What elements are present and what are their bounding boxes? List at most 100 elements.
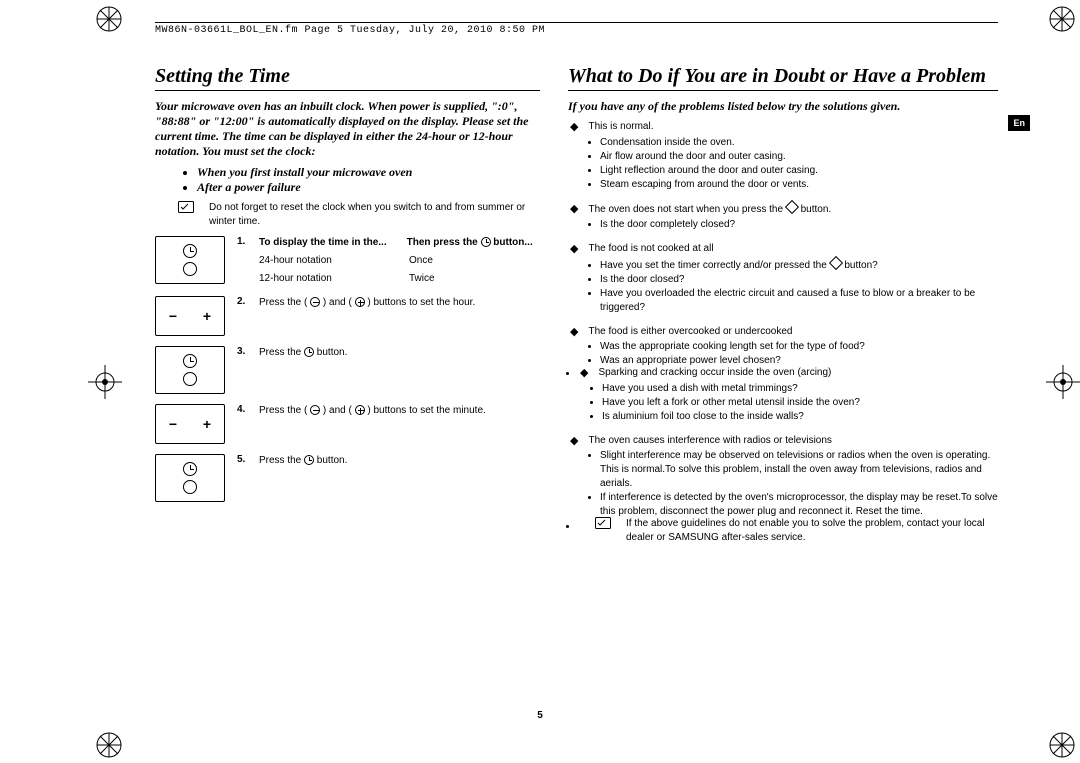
steps: 1. To display the time in the... Then pr… bbox=[155, 236, 540, 502]
ts-heading: Sparking and cracking occur inside the o… bbox=[598, 366, 998, 380]
table-cell: Twice bbox=[409, 272, 435, 286]
step-graphic-clock bbox=[155, 236, 225, 284]
step-number: 4. bbox=[237, 404, 251, 418]
crop-mark-bl bbox=[95, 731, 123, 759]
clock-icon bbox=[481, 237, 491, 247]
table-header: Then press the button... bbox=[407, 236, 533, 250]
note-row: Do not forget to reset the clock when yo… bbox=[177, 201, 540, 228]
diamond-icon: ◆ bbox=[570, 436, 578, 448]
step-4: −+ 4. Press the ( ) and ( ) buttons to s… bbox=[155, 404, 540, 444]
root-bullet: If the above guidelines do not enable yo… bbox=[578, 517, 998, 544]
section-title-troubleshoot: What to Do if You are in Doubt or Have a… bbox=[568, 65, 998, 91]
when-item: When you first install your microwave ov… bbox=[197, 165, 540, 180]
diamond-icon: ◆ bbox=[570, 204, 578, 217]
intro-text: If you have any of the problems listed b… bbox=[568, 99, 998, 114]
ts-item: Condensation inside the oven. bbox=[600, 136, 998, 150]
when-list: When you first install your microwave ov… bbox=[197, 165, 540, 195]
plus-icon: + bbox=[203, 417, 211, 431]
ts-item: Have you left a fork or other metal uten… bbox=[602, 396, 998, 410]
step-number: 2. bbox=[237, 296, 251, 310]
table-header: To display the time in the... bbox=[259, 236, 387, 250]
when-item: After a power failure bbox=[197, 180, 540, 195]
step-graphic-clock bbox=[155, 346, 225, 394]
ts-item: Steam escaping from around the door or v… bbox=[600, 178, 998, 192]
table-cell: 12-hour notation bbox=[259, 272, 379, 286]
step-number: 3. bbox=[237, 346, 251, 360]
table-cell: 24-hour notation bbox=[259, 254, 379, 268]
clock-icon bbox=[304, 347, 314, 357]
clock-icon bbox=[183, 462, 197, 476]
doc-header: MW86N-03661L_BOL_EN.fm Page 5 Tuesday, J… bbox=[155, 22, 998, 36]
note-icon bbox=[177, 201, 195, 228]
right-column: What to Do if You are in Doubt or Have a… bbox=[568, 65, 998, 703]
button-icon bbox=[183, 372, 197, 386]
start-icon bbox=[828, 255, 842, 269]
ts-item: If interference is detected by the oven'… bbox=[600, 491, 998, 519]
section-title-setting-time: Setting the Time bbox=[155, 65, 540, 91]
plus-icon: + bbox=[203, 309, 211, 323]
ts-heading: The food is not cooked at all bbox=[588, 242, 998, 256]
root-bullet: ◆ Sparking and cracking occur inside the … bbox=[578, 366, 998, 424]
final-note: If the above guidelines do not enable yo… bbox=[626, 517, 998, 544]
crop-mark-tr bbox=[1048, 5, 1076, 33]
button-icon bbox=[183, 262, 197, 276]
step-number: 1. bbox=[237, 236, 251, 286]
step-number: 5. bbox=[237, 454, 251, 468]
ts-item: Have you used a dish with metal trimming… bbox=[602, 382, 998, 396]
plus-icon bbox=[355, 405, 365, 415]
ts-item: Have you overloaded the electric circuit… bbox=[600, 287, 998, 315]
ts-item: Is the door closed? bbox=[600, 273, 998, 287]
step-content: Press the ( ) and ( ) buttons to set the… bbox=[259, 404, 540, 418]
minus-icon bbox=[310, 405, 320, 415]
step-content: Press the button. bbox=[259, 346, 540, 360]
ts-item: Was the appropriate cooking length set f… bbox=[600, 340, 998, 354]
page-number: 5 bbox=[537, 710, 543, 721]
ts-heading: The oven does not start when you press t… bbox=[588, 202, 998, 217]
step-2: −+ 2. Press the ( ) and ( ) buttons to s… bbox=[155, 296, 540, 336]
ts-item: Light reflection around the door and out… bbox=[600, 164, 998, 178]
minus-icon: − bbox=[169, 309, 177, 323]
step-content: Press the ( ) and ( ) buttons to set the… bbox=[259, 296, 540, 310]
ts-block: ◆ This is normal. Condensation inside the… bbox=[568, 120, 998, 192]
step-5: 5. Press the button. bbox=[155, 454, 540, 502]
ts-block: ◆ The food is not cooked at all Have you … bbox=[568, 242, 998, 315]
button-icon bbox=[183, 480, 197, 494]
crop-mark-tl bbox=[95, 5, 123, 33]
ts-block: ◆ The oven causes interference with radio… bbox=[568, 434, 998, 520]
ts-heading: The oven causes interference with radios… bbox=[588, 434, 998, 448]
step-content: To display the time in the... Then press… bbox=[259, 236, 540, 286]
page-content: Setting the Time Your microwave oven has… bbox=[155, 65, 998, 703]
ts-heading: This is normal. bbox=[588, 120, 998, 134]
step-graphic-clock bbox=[155, 454, 225, 502]
step-1: 1. To display the time in the... Then pr… bbox=[155, 236, 540, 286]
diamond-icon: ◆ bbox=[580, 368, 588, 380]
note-text: Do not forget to reset the clock when yo… bbox=[209, 201, 540, 228]
ts-block: ◆ The oven does not start when you press … bbox=[568, 202, 998, 233]
diamond-icon: ◆ bbox=[570, 244, 578, 256]
ts-block: ◆ The food is either overcooked or underc… bbox=[568, 325, 998, 369]
crop-mark-mr bbox=[1046, 365, 1080, 399]
left-column: Setting the Time Your microwave oven has… bbox=[155, 65, 540, 703]
ts-item: Is aluminium foil too close to the insid… bbox=[602, 410, 998, 424]
minus-icon bbox=[310, 297, 320, 307]
ts-item: Slight interference may be observed on t… bbox=[600, 449, 998, 491]
step-graphic-plusminus: −+ bbox=[155, 404, 225, 444]
table-cell: Once bbox=[409, 254, 433, 268]
step-3: 3. Press the button. bbox=[155, 346, 540, 394]
note-icon bbox=[594, 517, 612, 544]
minus-icon: − bbox=[169, 417, 177, 431]
language-tab: En bbox=[1008, 115, 1030, 131]
crop-mark-br bbox=[1048, 731, 1076, 759]
ts-heading: The food is either overcooked or underco… bbox=[588, 325, 998, 339]
ts-item: Have you set the timer correctly and/or … bbox=[600, 258, 998, 273]
ts-item: Air flow around the door and outer casin… bbox=[600, 150, 998, 164]
diamond-icon: ◆ bbox=[570, 327, 578, 339]
start-icon bbox=[785, 199, 799, 213]
clock-icon bbox=[183, 354, 197, 368]
step-content: Press the button. bbox=[259, 454, 540, 468]
ts-item: Is the door completely closed? bbox=[600, 218, 998, 232]
diamond-icon: ◆ bbox=[570, 122, 578, 134]
intro-text: Your microwave oven has an inbuilt clock… bbox=[155, 99, 540, 159]
step-graphic-plusminus: −+ bbox=[155, 296, 225, 336]
clock-icon bbox=[183, 244, 197, 258]
